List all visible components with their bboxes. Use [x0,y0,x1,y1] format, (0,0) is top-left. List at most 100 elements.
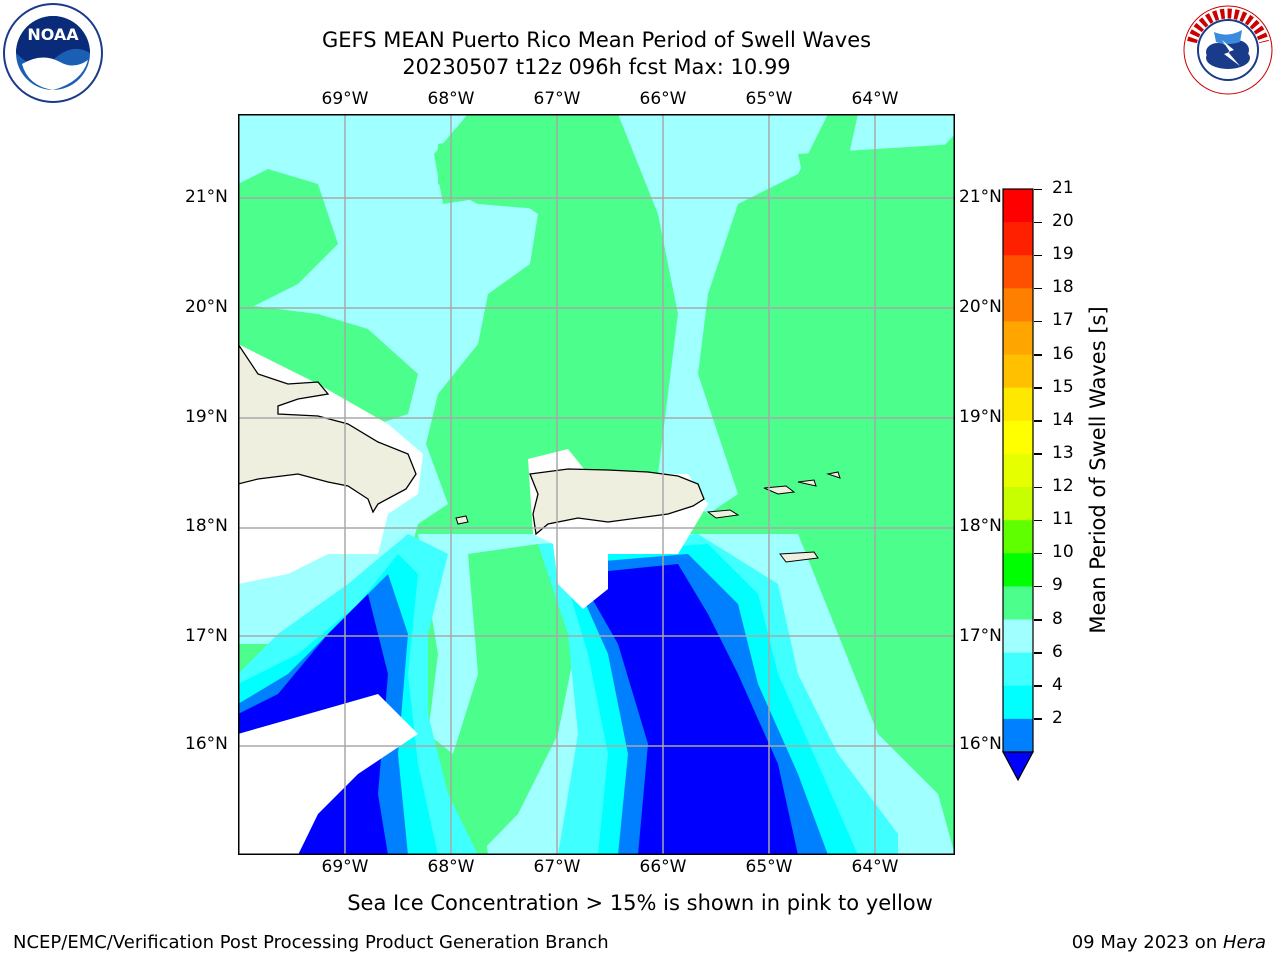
colorbar-tick-label: 16 [1052,343,1074,364]
colorbar-tick-mark [1034,188,1042,190]
lat-label-left-16n: 16°N [185,734,228,754]
colorbar-tick-label: 8 [1052,608,1063,629]
lat-label-left-20n: 20°N [185,297,228,317]
colorbar-segment [1003,520,1033,554]
map-gridlines [238,114,955,855]
lon-label-bottom-67w: 67°W [533,857,581,877]
lat-label-right-21n: 21°N [959,187,1002,207]
footer-host: Hera [1222,932,1266,953]
lon-label-top-68w: 68°W [427,89,475,109]
colorbar-segment [1003,189,1033,223]
sea-ice-note: Sea Ice Concentration > 15% is shown in … [347,891,933,915]
colorbar-tick-label: 19 [1052,244,1074,265]
colorbar-segment [1003,553,1033,587]
lat-label-right-18n: 18°N [959,516,1002,536]
colorbar-segment [1003,222,1033,256]
colorbar-tick-mark [1034,254,1042,257]
lat-label-right-16n: 16°N [959,734,1002,754]
colorbar-segment [1003,420,1033,455]
swell-period-map [238,114,955,855]
noaa-logo-icon: NOAA [3,3,103,103]
colorbar-tick-label: 20 [1052,211,1074,232]
lat-label-left-18n: 18°N [185,516,228,536]
masked-southwest [238,694,418,855]
colorbar-tick-label: 21 [1052,178,1074,198]
ocean-band-10-northwest [238,169,338,314]
colorbar-tick-label: 9 [1052,575,1063,596]
ocean-band-10-north [438,114,628,224]
noaa-logo-text: NOAA [27,25,79,44]
colorbar-tick-mark [1034,453,1042,455]
colorbar [1002,188,1035,782]
colorbar-tick-label: 18 [1052,277,1074,298]
nws-logo-icon [1183,5,1273,95]
lon-label-bottom-66w: 66°W [639,857,687,877]
colorbar-tick-mark [1034,585,1042,588]
colorbar-tick-label: 2 [1052,707,1063,728]
lon-label-top-66w: 66°W [639,89,687,109]
colorbar-tick-mark [1034,619,1042,621]
colorbar-tick-mark [1034,718,1042,720]
colorbar-tick-label: 6 [1052,641,1063,662]
colorbar-tick-label: 4 [1052,674,1063,695]
lon-label-top-65w: 65°W [745,89,793,109]
lon-label-top-67w: 67°W [533,89,581,109]
colorbar-segment [1003,619,1033,654]
colorbar-segment [1003,288,1033,322]
colorbar-tick-mark [1034,652,1042,654]
footer-branch: NCEP/EMC/Verification Post Processing Pr… [13,932,609,953]
colorbar-tick-label: 13 [1052,442,1074,463]
lon-label-bottom-65w: 65°W [745,857,793,877]
lon-label-bottom-64w: 64°W [851,857,899,877]
colorbar-segment [1003,255,1033,289]
colorbar-label: Mean Period of Swell Waves [s] [1086,306,1110,634]
colorbar-tick-label: 15 [1052,376,1074,397]
lat-label-right-19n: 19°N [959,407,1002,427]
land-virgin-islands [763,471,841,495]
lon-label-top-69w: 69°W [321,89,369,109]
map-frame [238,114,955,855]
ocean-band-10-northeast [798,144,955,494]
colorbar-segment [1003,685,1033,720]
colorbar-tick-mark [1034,287,1042,290]
colorbar-segments [1003,189,1033,753]
land-mona-island [455,515,469,525]
colorbar-tick-mark [1034,354,1042,356]
colorbar-segment [1003,586,1033,621]
ocean-band-10-south [448,544,578,855]
footer-date-text: 09 May 2023 on [1071,932,1223,953]
map-title: GEFS MEAN Puerto Rico Mean Period of Swe… [321,28,872,52]
colorbar-tick-mark [1034,486,1042,489]
colorbar-tick-mark [1034,420,1042,422]
colorbar-segment [1003,453,1033,488]
colorbar-tick-mark [1034,221,1042,224]
footer-date: 09 May 2023 on Hera [1072,932,1266,953]
colorbar-segment [1003,718,1033,753]
lat-label-right-20n: 20°N [959,297,1002,317]
colorbar-tick-mark [1034,320,1042,323]
colorbar-segment [1003,321,1033,356]
colorbar-tick-label: 12 [1052,476,1074,497]
colorbar-tick-mark [1034,387,1042,389]
colorbar-tick-label: 11 [1052,509,1074,530]
colorbar-tick-mark [1034,519,1042,522]
land-st-croix [779,551,819,563]
lon-label-top-64w: 64°W [851,89,899,109]
colorbar-frame [1002,188,1034,753]
colorbar-tick-label: 17 [1052,310,1074,331]
ocean-band-8-north-east [618,114,828,514]
lat-label-left-19n: 19°N [185,407,228,427]
colorbar-segment [1003,354,1033,389]
colorbar-segment [1003,487,1033,521]
lat-label-right-17n: 17°N [959,626,1002,646]
lon-label-bottom-68w: 68°W [427,857,475,877]
colorbar-tick-mark [1034,552,1042,555]
ocean-band-10-central [538,294,668,444]
lat-label-left-17n: 17°N [185,626,228,646]
colorbar-tick-label: 14 [1052,409,1074,430]
land-hispaniola [238,342,417,514]
colorbar-segment [1003,652,1033,687]
lat-label-left-21n: 21°N [185,187,228,207]
colorbar-tick-mark [1034,685,1042,687]
map-subtitle: 20230507 t12z 096h fcst Max: 10.99 [402,55,791,79]
